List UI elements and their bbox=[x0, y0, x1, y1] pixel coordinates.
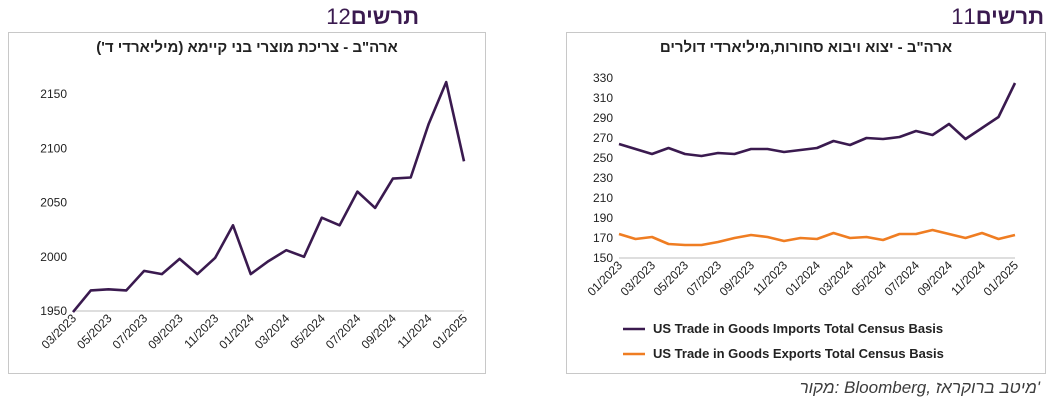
x-tick-label: 07/2024 bbox=[882, 258, 923, 299]
x-tick-label: 05/2023 bbox=[651, 258, 692, 299]
x-tick-label: 03/2024 bbox=[816, 258, 857, 299]
x-tick-label: 01/2025 bbox=[430, 311, 471, 352]
x-tick-label: 03/2024 bbox=[252, 311, 293, 352]
x-tick-label: 09/2023 bbox=[145, 311, 186, 352]
x-tick-label: 07/2023 bbox=[684, 258, 725, 299]
figure-12-title: תרשים12 bbox=[320, 4, 419, 30]
y-tick-label: 170 bbox=[593, 231, 613, 245]
x-tick-label: 01/2025 bbox=[981, 258, 1022, 299]
y-tick-label: 290 bbox=[593, 111, 613, 125]
x-tick-label: 05/2023 bbox=[74, 311, 115, 352]
x-tick-label: 07/2023 bbox=[110, 311, 151, 352]
y-tick-label: 330 bbox=[593, 71, 613, 85]
trade-chart: ארה"ב - יצוא ויבוא סחורות,מיליארדי דולרי… bbox=[585, 39, 1022, 361]
y-tick-label: 250 bbox=[593, 151, 613, 165]
durable-goods-chart-panel: ארה"ב - צריכת מוצרי בני קיימא (מיליארדי … bbox=[8, 32, 486, 374]
figure-12-label: תרשים bbox=[350, 4, 419, 29]
y-tick-label: 270 bbox=[593, 131, 613, 145]
trade-chart-panel: ארה"ב - יצוא ויבוא סחורות,מיליארדי דולרי… bbox=[566, 32, 1046, 374]
series-line-1 bbox=[618, 228, 1016, 247]
chart-title: ארה"ב - צריכת מוצרי בני קיימא (מיליארדי … bbox=[96, 39, 397, 56]
x-tick-label: 09/2023 bbox=[717, 258, 758, 299]
y-tick-label: 230 bbox=[593, 171, 613, 185]
y-tick-label: 1950 bbox=[40, 304, 67, 318]
y-tick-label: 2050 bbox=[40, 196, 67, 210]
legend-label: US Trade in Goods Imports Total Census B… bbox=[653, 321, 943, 336]
series-line-0 bbox=[618, 82, 1017, 158]
y-tick-label: 150 bbox=[593, 251, 613, 265]
y-tick-label: 210 bbox=[593, 191, 613, 205]
figure-11-number: 11 bbox=[951, 4, 976, 29]
figure-11-title: תרשים11 bbox=[945, 4, 1044, 30]
x-tick-label: 11/2023 bbox=[750, 258, 790, 298]
x-tick-label: 01/2024 bbox=[783, 258, 824, 299]
x-tick-label: 07/2024 bbox=[323, 311, 364, 352]
x-tick-label: 09/2024 bbox=[358, 311, 399, 352]
chart-title: ארה"ב - יצוא ויבוא סחורות,מיליארדי דולרי… bbox=[660, 39, 952, 56]
source-note: מקור: Bloomberg, מיטב ברוקראז' bbox=[799, 378, 1040, 397]
y-tick-label: 190 bbox=[593, 211, 613, 225]
figure-12-number: 12 bbox=[326, 4, 351, 29]
x-tick-label: 09/2024 bbox=[915, 258, 956, 299]
figure-11-label: תרשים bbox=[975, 4, 1044, 29]
y-tick-label: 2150 bbox=[40, 87, 67, 101]
x-tick-label: 11/2023 bbox=[181, 311, 221, 351]
y-tick-label: 2100 bbox=[40, 141, 67, 155]
y-tick-label: 2000 bbox=[40, 250, 67, 264]
x-tick-label: 05/2024 bbox=[849, 258, 890, 299]
durable-goods-chart: ארה"ב - צריכת מוצרי בני קיימא (מיליארדי … bbox=[39, 39, 471, 352]
y-tick-label: 310 bbox=[593, 91, 613, 105]
x-tick-label: 05/2024 bbox=[287, 311, 328, 352]
series-line-0 bbox=[71, 80, 466, 313]
x-tick-label: 11/2024 bbox=[395, 311, 435, 351]
x-tick-label: 03/2023 bbox=[618, 258, 659, 299]
legend-label: US Trade in Goods Exports Total Census B… bbox=[653, 346, 944, 361]
x-tick-label: 01/2024 bbox=[216, 311, 257, 352]
x-tick-label: 11/2024 bbox=[948, 258, 988, 298]
